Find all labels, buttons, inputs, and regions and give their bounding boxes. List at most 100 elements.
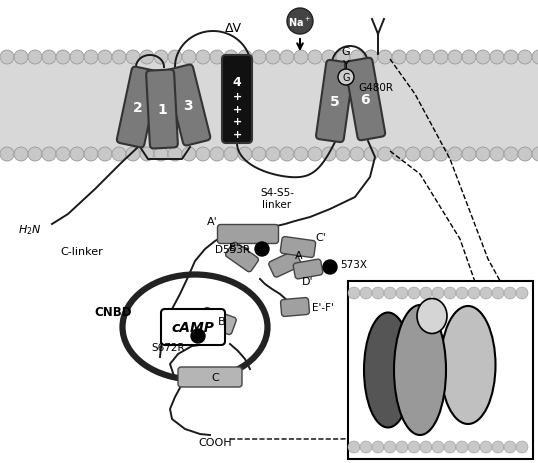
Circle shape: [476, 51, 490, 65]
Circle shape: [504, 148, 518, 162]
Circle shape: [516, 288, 528, 300]
Text: +: +: [232, 130, 242, 140]
Ellipse shape: [417, 299, 447, 334]
Circle shape: [492, 288, 504, 300]
Text: B: B: [218, 316, 226, 326]
Circle shape: [280, 148, 294, 162]
Circle shape: [348, 288, 360, 300]
Circle shape: [140, 148, 154, 162]
Circle shape: [504, 441, 516, 453]
Text: cAMP: cAMP: [172, 320, 215, 334]
Circle shape: [420, 441, 432, 453]
Text: E'-F': E'-F': [312, 302, 334, 313]
FancyBboxPatch shape: [178, 367, 242, 387]
Text: 2: 2: [133, 101, 143, 115]
Ellipse shape: [441, 307, 495, 424]
Text: Y: Y: [343, 60, 349, 70]
Circle shape: [154, 51, 168, 65]
Circle shape: [84, 148, 98, 162]
Circle shape: [336, 148, 350, 162]
Circle shape: [56, 148, 70, 162]
Text: CNBD: CNBD: [95, 305, 132, 318]
Circle shape: [252, 148, 266, 162]
Circle shape: [378, 148, 392, 162]
Circle shape: [392, 51, 406, 65]
Circle shape: [408, 288, 420, 300]
FancyBboxPatch shape: [268, 251, 301, 278]
FancyBboxPatch shape: [222, 56, 252, 144]
Text: COOH: COOH: [198, 437, 232, 447]
Circle shape: [336, 51, 350, 65]
Text: +: +: [232, 92, 242, 102]
Circle shape: [504, 51, 518, 65]
Circle shape: [480, 288, 492, 300]
Circle shape: [0, 51, 14, 65]
Circle shape: [294, 51, 308, 65]
Circle shape: [154, 148, 168, 162]
Text: $H_2N$: $H_2N$: [18, 223, 42, 237]
Circle shape: [490, 148, 504, 162]
Circle shape: [238, 51, 252, 65]
Circle shape: [490, 51, 504, 65]
Circle shape: [112, 51, 126, 65]
Circle shape: [28, 148, 42, 162]
Text: C-linker: C-linker: [61, 246, 103, 257]
FancyBboxPatch shape: [316, 61, 354, 143]
Circle shape: [182, 51, 196, 65]
Circle shape: [492, 441, 504, 453]
Circle shape: [432, 441, 444, 453]
Circle shape: [98, 148, 112, 162]
Circle shape: [350, 148, 364, 162]
Circle shape: [406, 51, 420, 65]
FancyBboxPatch shape: [146, 70, 178, 149]
Circle shape: [224, 51, 238, 65]
Text: +: +: [232, 117, 242, 127]
Circle shape: [308, 148, 322, 162]
Text: G480R: G480R: [358, 83, 393, 93]
Text: 4: 4: [232, 75, 242, 88]
Text: S4-S5-
linker: S4-S5- linker: [260, 188, 294, 209]
Circle shape: [28, 51, 42, 65]
Circle shape: [504, 288, 516, 300]
Circle shape: [408, 441, 420, 453]
Circle shape: [238, 148, 252, 162]
Circle shape: [434, 148, 448, 162]
Circle shape: [444, 288, 456, 300]
FancyBboxPatch shape: [280, 298, 309, 317]
Circle shape: [480, 441, 492, 453]
Circle shape: [266, 51, 280, 65]
Circle shape: [364, 51, 378, 65]
Circle shape: [384, 441, 396, 453]
Circle shape: [84, 51, 98, 65]
Circle shape: [360, 441, 372, 453]
Circle shape: [420, 51, 434, 65]
Circle shape: [384, 288, 396, 300]
FancyBboxPatch shape: [217, 225, 279, 244]
Circle shape: [280, 51, 294, 65]
FancyBboxPatch shape: [345, 59, 385, 141]
Circle shape: [70, 148, 84, 162]
Text: Na$^+$: Na$^+$: [288, 15, 312, 29]
Text: S672R: S672R: [151, 342, 185, 352]
Circle shape: [42, 148, 56, 162]
FancyBboxPatch shape: [293, 260, 323, 279]
Text: C': C': [315, 232, 326, 243]
Circle shape: [456, 288, 468, 300]
Text: 1: 1: [157, 103, 167, 117]
Text: 6: 6: [360, 93, 370, 107]
FancyBboxPatch shape: [280, 237, 316, 258]
Circle shape: [196, 148, 210, 162]
Text: A': A': [207, 217, 218, 226]
Circle shape: [350, 51, 364, 65]
Circle shape: [308, 51, 322, 65]
Circle shape: [392, 148, 406, 162]
Text: G: G: [342, 47, 350, 57]
Text: +: +: [232, 105, 242, 115]
Circle shape: [432, 288, 444, 300]
Circle shape: [191, 329, 205, 343]
Circle shape: [420, 148, 434, 162]
Circle shape: [396, 288, 408, 300]
Circle shape: [406, 148, 420, 162]
Bar: [348, 282, 533, 459]
Circle shape: [518, 51, 532, 65]
